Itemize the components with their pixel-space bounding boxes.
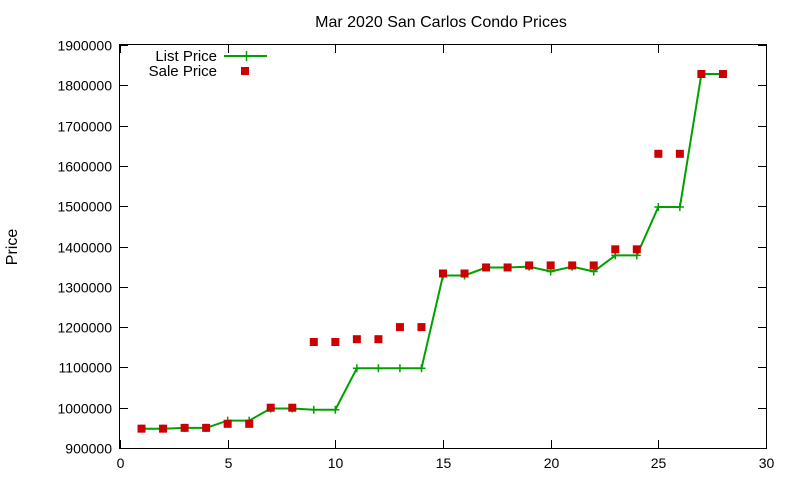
- sale-price-point: [482, 263, 491, 272]
- x-tick-label: 15: [436, 455, 452, 471]
- x-tick-label: 10: [328, 455, 344, 471]
- list-price-point: [675, 203, 684, 212]
- sale-price-point: [439, 269, 447, 278]
- y-axis: 900000 1000000 1100000 1200000 1300000 140000…: [57, 38, 766, 457]
- y-tick-label: 1900000: [57, 38, 112, 54]
- sale-price-point: [697, 70, 706, 79]
- y-tick-label: 1500000: [57, 199, 112, 215]
- sale-price-point: [589, 261, 598, 270]
- y-tick-label: 1400000: [57, 240, 112, 256]
- y-tick-label: 1100000: [59, 360, 113, 376]
- x-axis: 0 5 10 15 20 25 30: [117, 45, 775, 471]
- sale-price-point: [180, 423, 189, 432]
- y-tick-label: 1300000: [57, 280, 112, 296]
- sale-price-point: [632, 245, 641, 254]
- sale-price-point: [460, 269, 469, 278]
- sale-price-point: [202, 423, 211, 432]
- y-tick-label: 1600000: [57, 159, 112, 175]
- sale-price-point: [159, 424, 168, 433]
- x-tick-label: 5: [225, 455, 233, 471]
- legend-label-sale-price: Sale Price: [149, 63, 217, 80]
- legend-label-list-price: List Price: [155, 48, 217, 65]
- sale-price-point: [137, 424, 146, 433]
- sale-price-point: [546, 261, 555, 270]
- sale-price-point: [331, 338, 340, 347]
- legend-item-list-price: List Price: [155, 48, 267, 65]
- list-price-point: [417, 364, 426, 373]
- series-line-list-price: [141, 73, 723, 430]
- sale-price-point: [309, 338, 318, 347]
- legend-marker-list-price: [241, 51, 252, 61]
- x-tick-label: 25: [651, 455, 667, 471]
- list-price-point: [654, 203, 663, 212]
- chart-title: Mar 2020 San Carlos Condo Prices: [315, 14, 567, 31]
- legend-item-sale-price: Sale Price: [149, 63, 249, 80]
- plot-frame: [119, 44, 767, 449]
- sale-price-point: [654, 149, 663, 158]
- y-tick-label: 900000: [65, 441, 112, 457]
- sale-price-point: [374, 335, 383, 344]
- sale-price-point: [288, 403, 297, 412]
- x-tick-label: 20: [544, 455, 560, 471]
- legend: List Price Sale Price: [149, 48, 267, 80]
- sale-price-point: [503, 263, 512, 272]
- sale-price-point: [245, 419, 254, 428]
- list-price-point: [395, 364, 404, 373]
- sale-price-point: [266, 403, 275, 412]
- x-tick-label: 0: [117, 455, 125, 471]
- sale-price-point: [718, 70, 727, 79]
- y-tick-label: 1700000: [57, 119, 112, 135]
- list-price-point: [374, 364, 383, 373]
- sale-price-point: [611, 245, 620, 254]
- sale-price-point: [352, 335, 361, 344]
- x-tick-label: 30: [759, 455, 775, 471]
- sale-price-point: [525, 261, 534, 270]
- plot-area: [137, 70, 727, 433]
- sale-price-point: [395, 323, 404, 332]
- list-price-point: [331, 405, 340, 414]
- y-tick-label: 1000000: [57, 401, 112, 417]
- y-tick-label: 1800000: [57, 78, 112, 94]
- sale-price-point: [223, 419, 232, 428]
- legend-marker-sale-price: [241, 67, 249, 75]
- list-price-point: [309, 405, 318, 414]
- sale-price-point: [417, 323, 426, 332]
- y-axis-label: Price: [4, 229, 21, 266]
- y-tick-label: 1200000: [57, 320, 112, 336]
- list-price-point: [352, 364, 361, 373]
- sale-price-point: [568, 261, 577, 270]
- sale-price-point: [675, 149, 684, 158]
